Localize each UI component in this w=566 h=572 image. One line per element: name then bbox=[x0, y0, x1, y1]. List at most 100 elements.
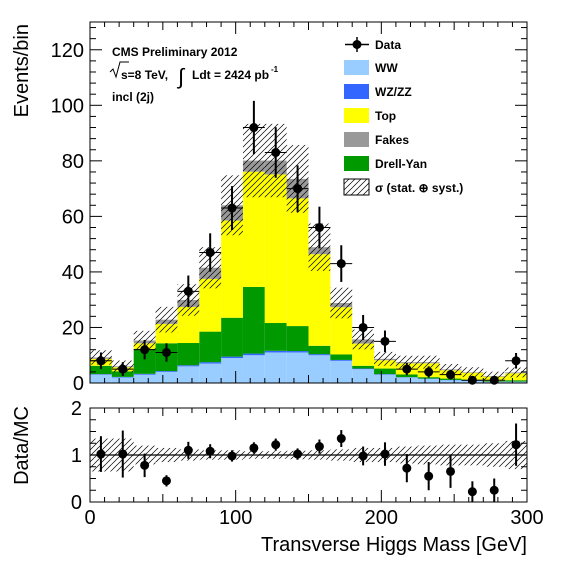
legend-fakes-label: Fakes bbox=[375, 133, 409, 147]
legend-dy-swatch bbox=[344, 156, 369, 171]
bar-top-8 bbox=[264, 174, 287, 324]
bar-ww-12 bbox=[352, 369, 375, 383]
ratio-point-1 bbox=[118, 449, 128, 459]
ratio-xtick-label-0: 0 bbox=[84, 507, 95, 529]
main-ylabel: Events/bin bbox=[11, 24, 33, 117]
bar-top-9 bbox=[286, 198, 309, 327]
data-point-6 bbox=[227, 203, 237, 213]
bar-drell-yan-14 bbox=[395, 374, 418, 378]
uncertainty-bin-14 bbox=[395, 355, 418, 369]
legend-data-label: Data bbox=[375, 38, 401, 52]
data-point-9 bbox=[293, 184, 303, 194]
main-ytick-label-20: 20 bbox=[62, 317, 84, 339]
bar-top-6 bbox=[221, 220, 243, 318]
data-point-7 bbox=[249, 123, 259, 133]
bar-ww-7 bbox=[242, 355, 265, 383]
data-point-11 bbox=[336, 259, 346, 269]
bar-ww-14 bbox=[395, 377, 418, 383]
axes: 0 20 40 60 80 100 120 0 100 200 300 0 1 2 bbox=[51, 21, 544, 529]
ratio-point-0 bbox=[96, 449, 106, 459]
legend-ww-label: WW bbox=[375, 61, 398, 75]
bar-wz-zz-6 bbox=[221, 356, 243, 359]
ratio-point-8 bbox=[271, 440, 281, 450]
ratio-point-19 bbox=[511, 440, 521, 450]
bar-top-11 bbox=[330, 307, 353, 355]
integral-sign: ∫ bbox=[176, 64, 186, 89]
ratio-point-10 bbox=[314, 442, 324, 452]
data-point-5 bbox=[205, 247, 215, 257]
bar-ww-11 bbox=[330, 360, 353, 383]
bar-ww-3 bbox=[155, 371, 178, 383]
ratio-point-7 bbox=[249, 443, 259, 453]
data-point-15 bbox=[424, 367, 434, 377]
legend-sigma-label: σ (stat. ⊕ syst.) bbox=[375, 181, 463, 195]
data-point-1 bbox=[118, 364, 128, 374]
legend-dy-label: Drell-Yan bbox=[375, 157, 427, 171]
header-selection: incl (2j) bbox=[112, 90, 154, 104]
bar-drell-yan-15 bbox=[417, 377, 440, 379]
bar-wz-zz-13 bbox=[374, 374, 396, 375]
legend-ww-swatch bbox=[344, 60, 369, 75]
uncertainty-bin-3 bbox=[155, 306, 178, 333]
ratio-ytick-label-0: 0 bbox=[71, 492, 82, 514]
bar-ww-9 bbox=[286, 352, 309, 383]
main-ytick-label-60: 60 bbox=[62, 206, 84, 228]
ratio-xtick-label-100: 100 bbox=[219, 507, 252, 529]
bar-ww-8 bbox=[264, 352, 287, 383]
legend-wzzz-swatch bbox=[344, 84, 369, 99]
bar-wz-zz-1 bbox=[111, 376, 134, 378]
bar-drell-yan-13 bbox=[374, 368, 396, 375]
ratio-point-12 bbox=[358, 451, 368, 461]
ratio-point-18 bbox=[489, 485, 499, 495]
data-point-18 bbox=[489, 375, 499, 385]
bar-drell-yan-10 bbox=[308, 345, 331, 355]
legend-top-label: Top bbox=[375, 109, 396, 123]
bar-wz-zz-5 bbox=[199, 362, 222, 364]
uncertainty-bin-15 bbox=[417, 355, 440, 369]
bar-ww-4 bbox=[177, 366, 200, 383]
data-point-0 bbox=[96, 356, 106, 366]
bar-top-7 bbox=[242, 171, 265, 287]
bar-drell-yan-6 bbox=[221, 317, 243, 357]
bar-ww-15 bbox=[417, 378, 440, 383]
bar-wz-zz-4 bbox=[177, 365, 200, 367]
bar-ww-10 bbox=[308, 355, 331, 383]
ratio-point-17 bbox=[467, 487, 477, 497]
data-point-17 bbox=[467, 375, 477, 385]
bar-ww-1 bbox=[111, 377, 134, 383]
data-point-2 bbox=[140, 345, 150, 355]
data-point-19 bbox=[511, 356, 521, 366]
uncertainty-bin-19 bbox=[505, 367, 527, 378]
data-point-12 bbox=[358, 322, 368, 332]
ratio-point-4 bbox=[183, 445, 193, 455]
data-point-8 bbox=[271, 148, 281, 158]
legend: Data WW WZ/ZZ Top Fakes Drell-Yan σ (sta… bbox=[343, 37, 463, 196]
ratio-ytick-label-1: 1 bbox=[71, 445, 82, 467]
bar-wz-zz-0 bbox=[90, 374, 112, 375]
legend-sigma-swatch bbox=[343, 178, 370, 196]
ratio-xlabel: Transverse Higgs Mass [GeV] bbox=[261, 534, 527, 556]
bar-drell-yan-11 bbox=[330, 354, 353, 360]
uncertainty-bin-17 bbox=[461, 367, 484, 378]
bar-ww-13 bbox=[374, 374, 396, 383]
bar-drell-yan-4 bbox=[177, 343, 200, 366]
main-ytick-label-0: 0 bbox=[73, 373, 84, 395]
header-lumi: Ldt = 2424 pb bbox=[192, 68, 269, 82]
bar-wz-zz-7 bbox=[242, 353, 265, 356]
bar-drell-yan-5 bbox=[199, 331, 222, 363]
ratio-point-5 bbox=[205, 446, 215, 456]
data-point-4 bbox=[183, 286, 193, 296]
bar-drell-yan-12 bbox=[352, 365, 375, 369]
ratio-point-11 bbox=[336, 434, 346, 444]
bar-drell-yan-2 bbox=[133, 348, 156, 374]
data-point-3 bbox=[161, 347, 171, 357]
ratio-data-points bbox=[96, 423, 521, 502]
ratio-point-16 bbox=[446, 466, 456, 476]
bar-top-4 bbox=[177, 306, 200, 344]
bar-ww-5 bbox=[199, 363, 222, 383]
ratio-uncertainty-band bbox=[90, 438, 527, 472]
header-lumi-exp: -1 bbox=[271, 65, 279, 74]
bar-wz-zz-2 bbox=[133, 373, 156, 375]
bar-drell-yan-0 bbox=[90, 365, 112, 375]
